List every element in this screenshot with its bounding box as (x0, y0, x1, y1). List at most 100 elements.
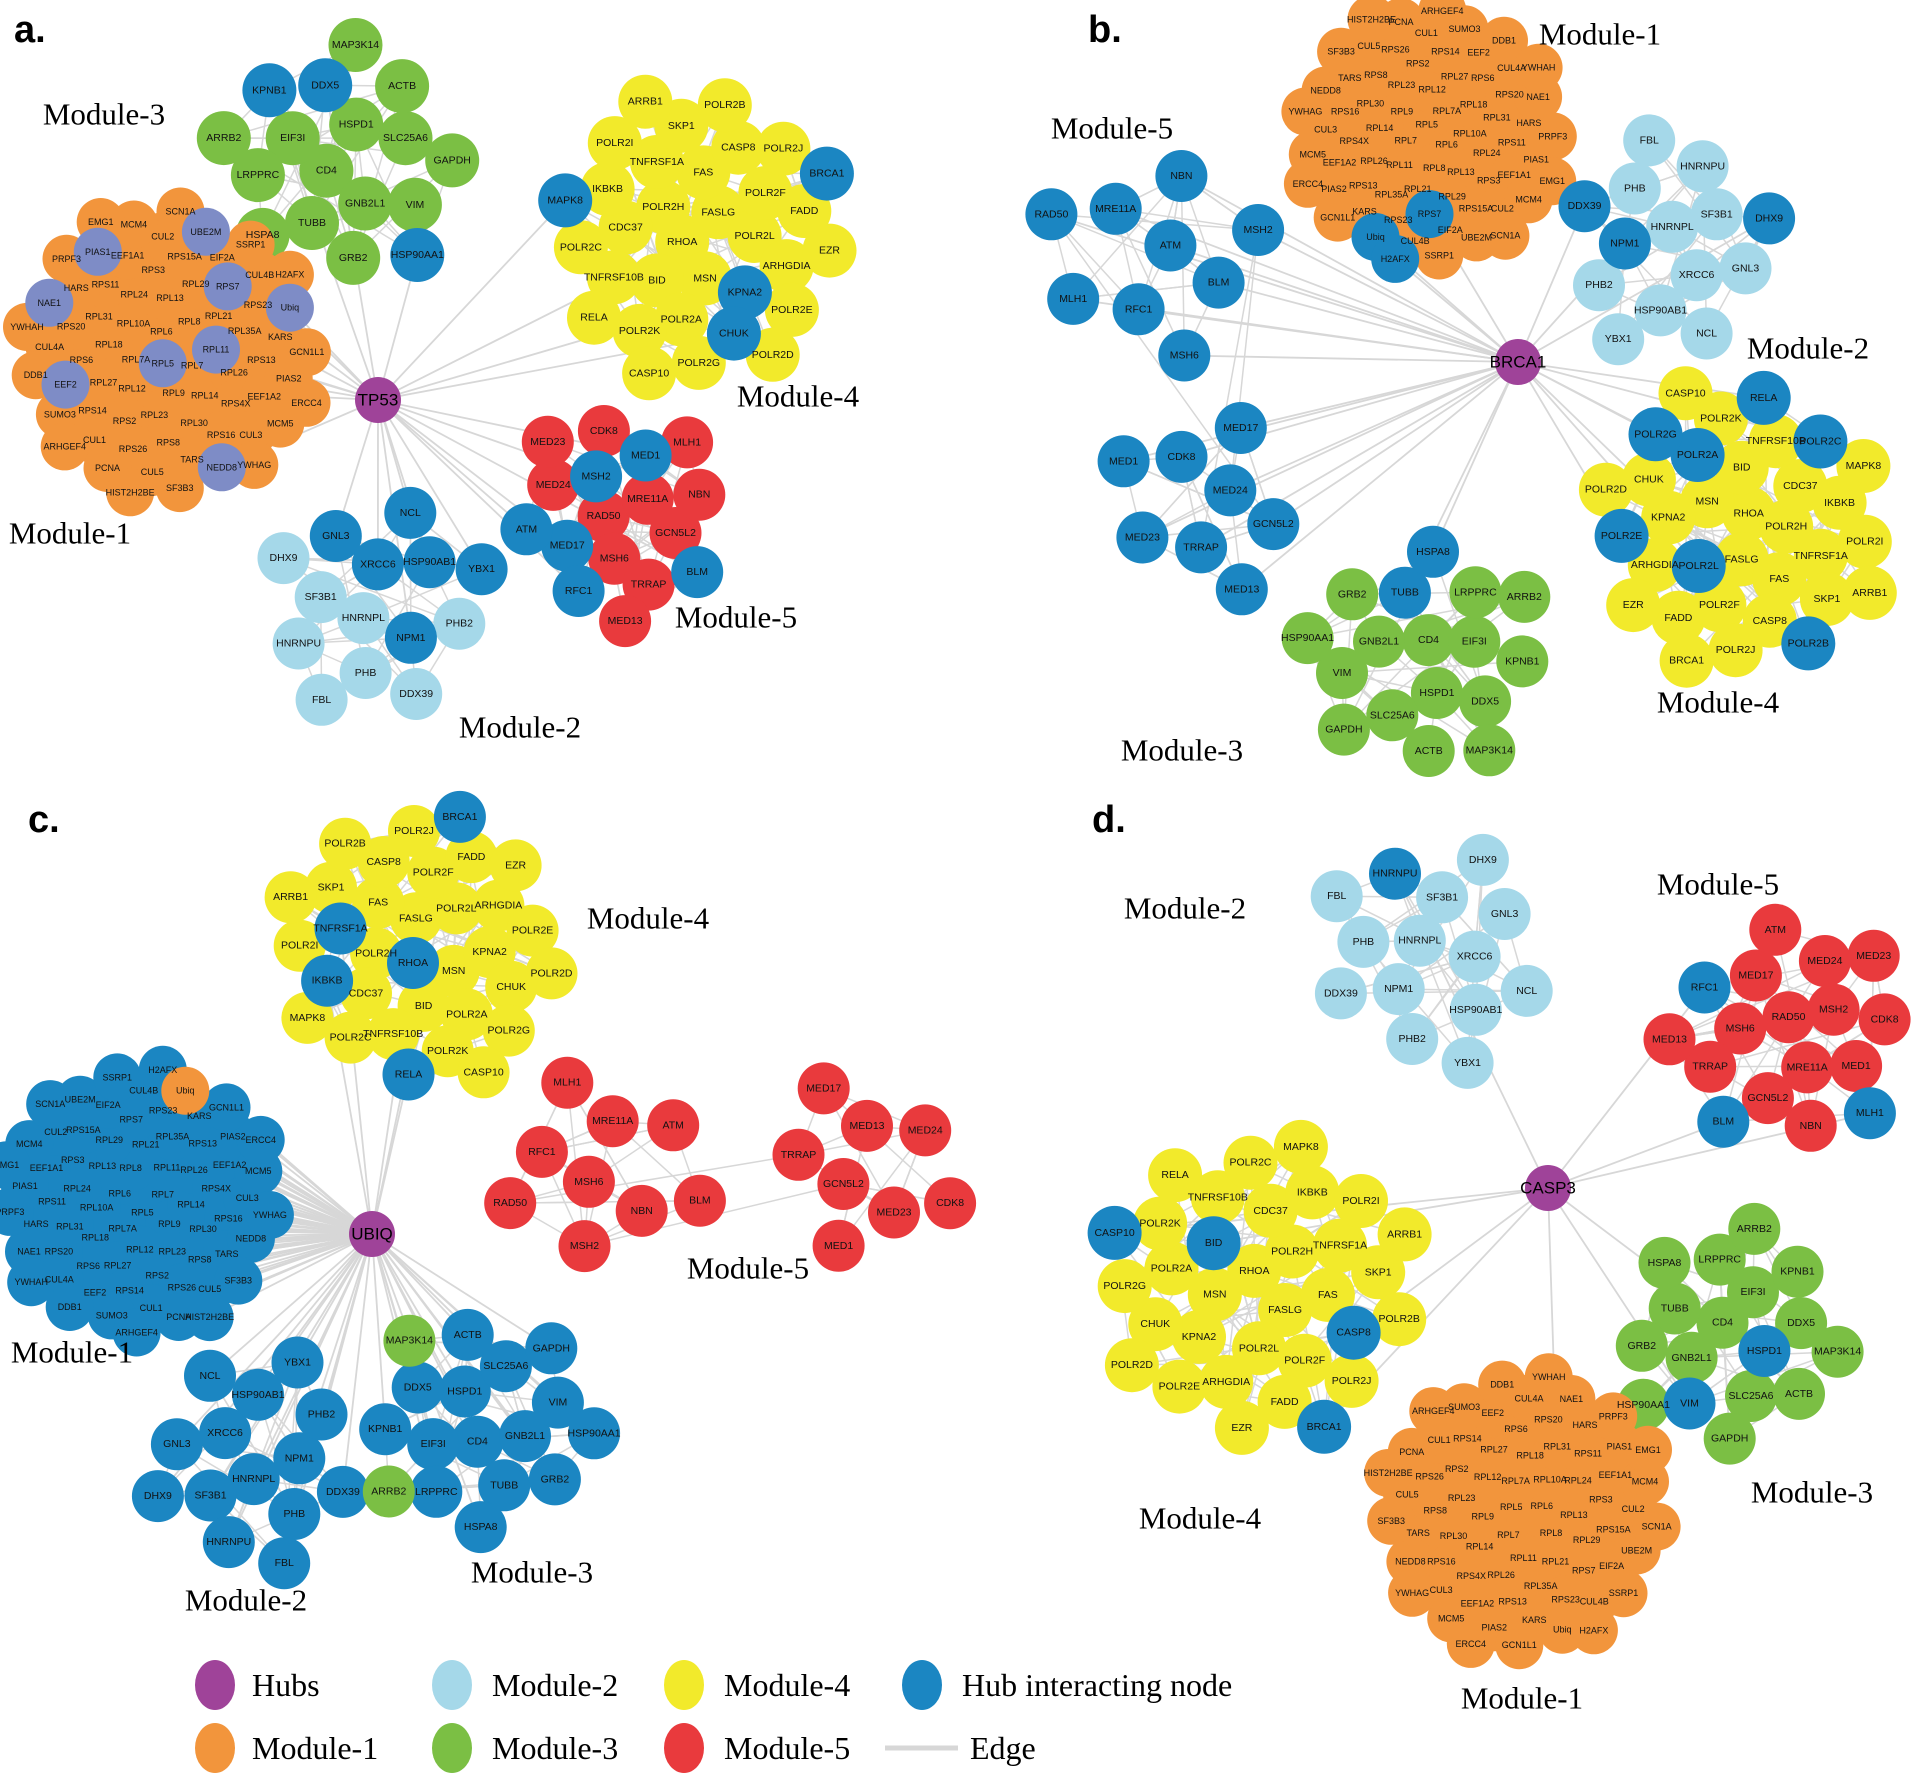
node-label: RPL6 (150, 327, 173, 337)
edge (1051, 213, 1259, 231)
node-label: UBE2M (1621, 1546, 1652, 1556)
node-GCN1L1 (202, 1083, 251, 1132)
node-RPS7 (203, 262, 252, 311)
node-label: SF3B3 (1327, 47, 1355, 57)
node-label: MSN (1696, 495, 1719, 507)
node-label: BLM (686, 566, 708, 578)
node-label: POLR2C (1799, 436, 1841, 448)
node-label: YWHAG (1288, 107, 1322, 117)
node-PRPF3 (1589, 1392, 1638, 1441)
node-GRB2 (326, 230, 381, 285)
node-NBN (615, 1184, 668, 1237)
node-label: RPL9 (1391, 106, 1414, 116)
node-CD4 (1402, 614, 1455, 667)
node-label: VIM (406, 199, 425, 211)
node-label: MRE11A (1095, 203, 1136, 215)
node-label: EIF3I (1740, 1286, 1765, 1298)
node-H2AFX (1371, 234, 1420, 283)
node-GCN1L1 (1313, 193, 1362, 242)
node-GCN5L2 (649, 507, 702, 559)
node-label: MED24 (1807, 955, 1842, 967)
node-label: TRRAP (1692, 1061, 1728, 1073)
node-RFC1 (552, 565, 605, 617)
node-label: MLH1 (553, 1077, 581, 1089)
node-label: XRCC6 (1457, 951, 1493, 963)
node-NAE1 (25, 278, 74, 327)
module-label-module-4: Module-4 (737, 379, 860, 414)
node-label: CUL1 (140, 1303, 163, 1313)
node-label: RPL7 (1497, 1530, 1520, 1540)
legend-swatch-module-2 (432, 1660, 472, 1710)
node-label: MED23 (876, 1207, 911, 1219)
node-SCN1A (1481, 211, 1530, 260)
node-TRRAP (772, 1128, 825, 1181)
node-label: KPNB1 (368, 1423, 403, 1435)
node-label: RPL5 (1415, 119, 1438, 129)
edge (371, 1233, 552, 1350)
node-POLR2K (612, 303, 667, 358)
node-label: RPL14 (1366, 123, 1394, 133)
node-NCL (1680, 307, 1733, 360)
node-SCN1A (1632, 1502, 1681, 1551)
edge (1517, 217, 1770, 363)
legend-swatch-module-4 (664, 1660, 704, 1710)
node-label: CUL4A (35, 342, 64, 352)
node-POLR2F (1277, 1333, 1332, 1388)
node-label: HSPD1 (1419, 687, 1454, 699)
node-label: POLR2A (661, 313, 702, 325)
node-label: RPS4X (221, 399, 251, 409)
node-ARRB2 (1498, 570, 1551, 623)
node-label: RPL23 (159, 1246, 187, 1256)
node-DDB1 (1478, 1360, 1527, 1409)
node-label: ARRB1 (1852, 587, 1887, 599)
node-label: MRE11A (627, 493, 668, 505)
node-label: GNL3 (1732, 262, 1760, 274)
node-label: MSN (442, 965, 465, 977)
node-label: ARHGDIA (474, 900, 522, 912)
node-YBX1 (1592, 313, 1645, 366)
node-label: FAS (368, 897, 388, 909)
node-POLR2C (553, 220, 608, 275)
node-label: CASP10 (629, 367, 669, 379)
node-label: RPL7 (151, 1189, 174, 1199)
node-CD4 (299, 143, 354, 198)
node-label: RPL7A (108, 1224, 137, 1234)
node-label: Ubiq (281, 303, 300, 313)
module-label-module-5: Module-5 (1051, 111, 1173, 146)
module-label-module-3: Module-3 (43, 97, 165, 132)
node-label: PCNA (95, 463, 120, 473)
node-label: DHX9 (1469, 854, 1497, 866)
node-label: RPL5 (152, 358, 175, 368)
node-label: HNRNPL (1651, 221, 1694, 233)
node-label: RPL26 (220, 368, 248, 378)
node-label: FADD (790, 205, 818, 217)
node-label: TUBB (1661, 1303, 1689, 1315)
legend-swatch-hub-interacting-node (902, 1660, 942, 1710)
node-label: POLR2H (355, 947, 397, 959)
node-label: CASP10 (1094, 1227, 1134, 1239)
node-label: MED23 (1125, 532, 1160, 544)
node-label: BLM (1713, 1116, 1735, 1128)
node-label: ATM (1160, 240, 1181, 252)
node-TUBB (285, 196, 339, 250)
node-label: PIAS1 (1524, 155, 1550, 165)
node-label: EEF1A1 (111, 250, 145, 260)
node-label: CASP8 (1753, 615, 1788, 627)
node-POLR2L (1232, 1321, 1286, 1376)
node-CD4 (451, 1415, 504, 1468)
node-label: MSH2 (570, 1240, 599, 1252)
node-label: EMG1 (1635, 1445, 1661, 1455)
node-label: FAS (693, 166, 713, 178)
node-label: NEDD8 (236, 1234, 267, 1244)
node-label: MED23 (1856, 950, 1891, 962)
node-label: BID (648, 274, 666, 286)
node-label: HSP90AB1 (231, 1389, 284, 1401)
node-label: MCM5 (1300, 149, 1327, 159)
node-label: MED17 (550, 540, 585, 552)
node-FADD (1651, 590, 1706, 645)
node-label: MCM5 (245, 1166, 272, 1176)
node-EZR (1214, 1400, 1269, 1455)
node-label: RPL21 (132, 1140, 160, 1150)
node-label: HNRNPU (276, 638, 321, 650)
node-label: RPS13 (247, 355, 276, 365)
